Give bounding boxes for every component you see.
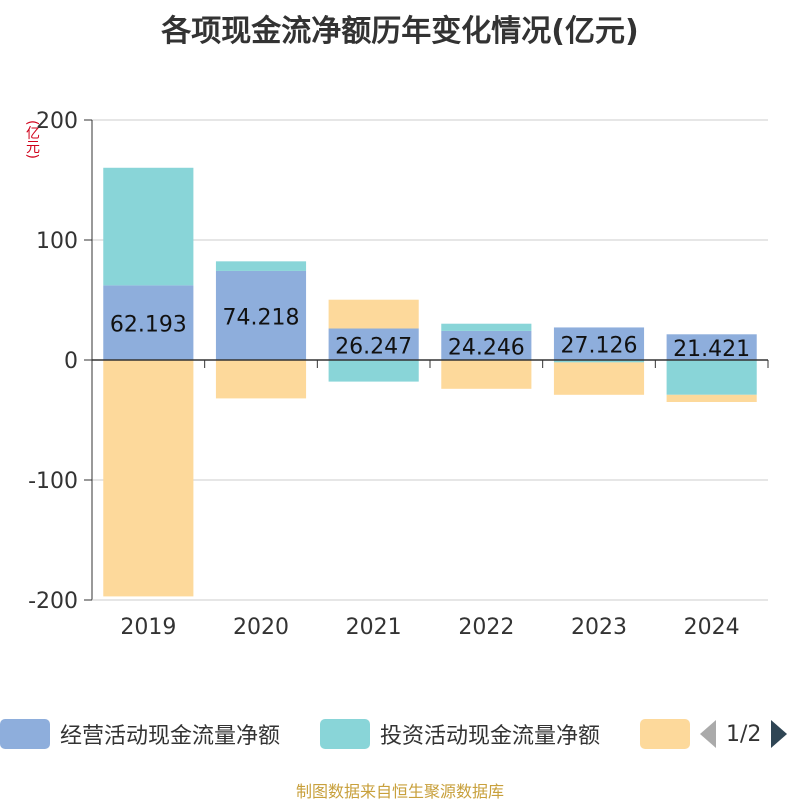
x-tick-label: 2019 [120,615,176,640]
legend-item-investing[interactable]: 投资活动现金流量净额 [320,716,600,752]
bar-series0-2021 [328,328,419,360]
data-label: 21.421 [673,337,750,362]
bar-series1-2019 [103,167,194,286]
bar-series2-2019 [103,360,194,597]
legend-page-indicator: 1/2 [726,721,762,747]
data-label: 24.246 [448,335,525,360]
x-tick-label: 2020 [233,615,289,640]
y-tick-label: 100 [36,229,78,254]
bar-series0-2022 [441,330,532,360]
bar-series1-2023 [553,360,645,363]
chart-title: 各项现金流净额历年变化情况(亿元) [161,14,639,49]
y-tick-label: 0 [64,349,78,374]
data-source-note: 制图数据来自恒生聚源数据库 [295,782,504,801]
legend-next-arrow-icon[interactable] [771,720,788,748]
legend-pager: 1/2 [700,716,788,752]
bar-series1-2021 [328,360,419,382]
data-label: 27.126 [561,334,638,359]
legend-swatch-investing [320,719,370,749]
x-tick-label: 2024 [684,615,740,640]
stacked-bar-chart: -200 -100 0 100 200 2019 2020 2021 2022 2023 2024 6… [28,109,769,640]
legend-item-third[interactable] [640,716,690,752]
legend-prev-arrow-icon[interactable] [700,720,716,748]
bar-series1-2024 [666,360,757,395]
bar-series2-2023 [553,362,645,395]
y-tick-label: -100 [28,469,78,494]
bar-series0-2020 [215,270,307,360]
y-axis-unit-label: (亿元) [24,120,40,159]
bar-series2-2022 [441,360,532,389]
legend-label-investing: 投资活动现金流量净额 [380,724,601,749]
bar-series2-2024 [666,394,757,402]
bar-series0-2023 [553,327,645,360]
legend-label-operating: 经营活动现金流量净额 [60,724,281,749]
data-label: 62.193 [110,313,187,338]
bar-series0-2024 [666,334,757,360]
bar-series1-2020 [215,261,307,271]
bar-series2-2020 [215,360,307,399]
x-tick-label: 2021 [346,615,402,640]
legend-item-operating[interactable]: 经营活动现金流量净额 [0,716,280,752]
bar-series2-2021 [328,299,419,329]
x-tick-label: 2022 [458,615,514,640]
legend-swatch-operating [0,719,50,749]
data-label: 74.218 [223,305,300,330]
bar-series0-2019 [103,285,194,360]
y-tick-label: 200 [36,109,78,134]
y-tick-label: -200 [28,589,78,614]
data-label: 26.247 [335,334,412,359]
bar-series1-2022 [441,323,532,331]
x-tick-label: 2023 [571,615,627,640]
legend-swatch-third [640,719,690,749]
